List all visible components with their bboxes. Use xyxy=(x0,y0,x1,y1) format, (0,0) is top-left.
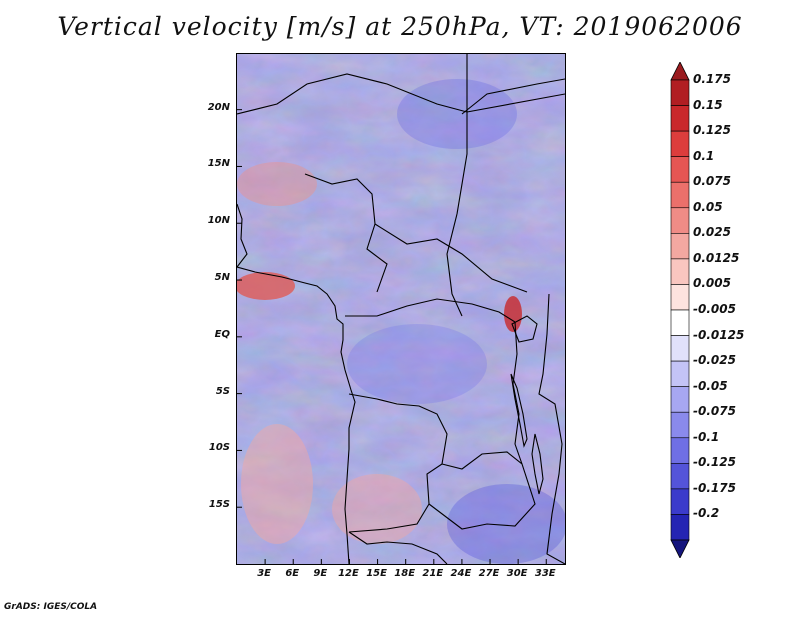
colorbar-level-label: 0.005 xyxy=(693,276,731,291)
coldspot-sahara xyxy=(397,79,517,149)
vertical-velocity-map xyxy=(237,54,565,564)
hotspot-south-atlantic xyxy=(241,424,313,544)
colorbar-level-label: 0.125 xyxy=(693,123,731,138)
colorbar-level-label: 0.15 xyxy=(693,97,723,112)
border-sahel xyxy=(237,73,468,215)
colorbar-level-label: -0.075 xyxy=(693,404,736,419)
colorbar-level-label: -0.05 xyxy=(693,378,728,393)
colorbar-level-label: -0.005 xyxy=(693,302,736,316)
map-title: Vertical velocity [m/s] at 250hPa, VT: 2… xyxy=(57,12,743,41)
colorbar-level-label: 0.175 xyxy=(693,72,731,86)
colorbar-segment xyxy=(670,309,690,336)
colorbar-level-label: -0.0125 xyxy=(693,327,745,342)
grid-ticks xyxy=(237,109,547,564)
colorbar-level-label: -0.025 xyxy=(693,353,736,368)
lat-tick-label: 15N xyxy=(207,158,230,170)
colorbar-level-label: -0.2 xyxy=(693,506,720,521)
colorbar-bottom-arrow xyxy=(670,539,690,558)
colorbar-segment xyxy=(670,360,690,387)
lon-tick-label: 27E xyxy=(478,568,500,579)
colorbar-level-label: 0.05 xyxy=(693,199,723,214)
border-nigeria-cameroon xyxy=(304,173,388,293)
colorbar-level-label: 0.0125 xyxy=(693,250,740,265)
lon-tick-label: 33E xyxy=(534,568,556,579)
lon-tick-label: 30E xyxy=(506,568,528,579)
colorbar-level-label: 0.1 xyxy=(693,148,715,163)
colorbar xyxy=(670,62,690,558)
colorbar-segment xyxy=(670,105,690,132)
colorbar-segment xyxy=(670,156,690,183)
field-hotspots xyxy=(237,79,565,564)
coastline-and-borders xyxy=(237,54,565,564)
lake-malawi xyxy=(531,433,544,495)
coastline-west-inner xyxy=(237,203,248,268)
border-east-coast xyxy=(538,293,565,564)
hotspot-gulf-of-guinea xyxy=(237,272,295,300)
colorbar-segment xyxy=(670,207,690,234)
colorbar-segment xyxy=(670,437,690,464)
colorbar-segment xyxy=(670,79,690,106)
credit-text: GrADS: IGES/COLA xyxy=(4,602,98,612)
colorbar-level-label: 0.075 xyxy=(693,174,731,189)
border-northeast xyxy=(461,78,565,115)
colorbar-top-arrow xyxy=(670,62,690,81)
colorbar-segment xyxy=(670,463,690,490)
colorbar-segment xyxy=(670,284,690,311)
lon-tick-label: 9E xyxy=(313,568,328,579)
border-drc-north xyxy=(345,298,516,323)
lon-tick-label: 15E xyxy=(366,568,387,579)
lake-victoria xyxy=(511,315,538,343)
colorbar-segment xyxy=(670,258,690,285)
colorbar-segment xyxy=(670,181,690,209)
lon-tick-label: 6E xyxy=(285,568,300,579)
border-chad-sudan xyxy=(446,213,463,317)
colorbar-level-label: -0.125 xyxy=(693,455,736,470)
lon-tick-label: 21E xyxy=(422,568,444,579)
hotspot-east-africa xyxy=(504,296,522,332)
lat-tick-label: 5N xyxy=(214,272,230,284)
colorbar-segment xyxy=(670,233,690,260)
lat-tick-label: 15S xyxy=(208,499,230,511)
colorbar-segment xyxy=(670,130,690,157)
lon-tick-label: 24E xyxy=(450,568,472,579)
coldspot-congo xyxy=(347,324,487,404)
colorbar-segment xyxy=(670,411,690,439)
lat-tick-label: 10S xyxy=(208,442,230,454)
lake-tanganyika xyxy=(510,373,528,448)
border-zambia xyxy=(428,451,536,530)
map-panel xyxy=(236,53,566,565)
hotspot-northwest xyxy=(237,162,317,206)
border-angola xyxy=(348,393,448,533)
colorbar-level-label: -0.175 xyxy=(693,480,736,495)
coastline-west-africa xyxy=(237,266,356,564)
border-south xyxy=(348,531,448,564)
colorbar-segment xyxy=(670,514,690,541)
colorbar-segment xyxy=(670,335,690,362)
border-car xyxy=(374,223,528,293)
border-libya-egypt xyxy=(466,54,565,113)
colorbar-segment xyxy=(670,386,690,413)
colorbar-segment xyxy=(670,488,690,515)
lat-tick-label: 20N xyxy=(207,101,230,113)
lon-tick-label: 12E xyxy=(338,568,359,579)
lat-tick-label: 10N xyxy=(207,215,230,227)
lat-tick-label: 5S xyxy=(215,385,230,397)
lat-tick-label: EQ xyxy=(214,328,230,340)
lon-tick-label: 3E xyxy=(257,568,271,579)
colorbar-level-label: 0.025 xyxy=(693,225,731,240)
border-drc-east xyxy=(512,321,523,465)
colorbar-level-label: -0.1 xyxy=(693,429,720,444)
lon-tick-label: 18E xyxy=(394,568,416,579)
